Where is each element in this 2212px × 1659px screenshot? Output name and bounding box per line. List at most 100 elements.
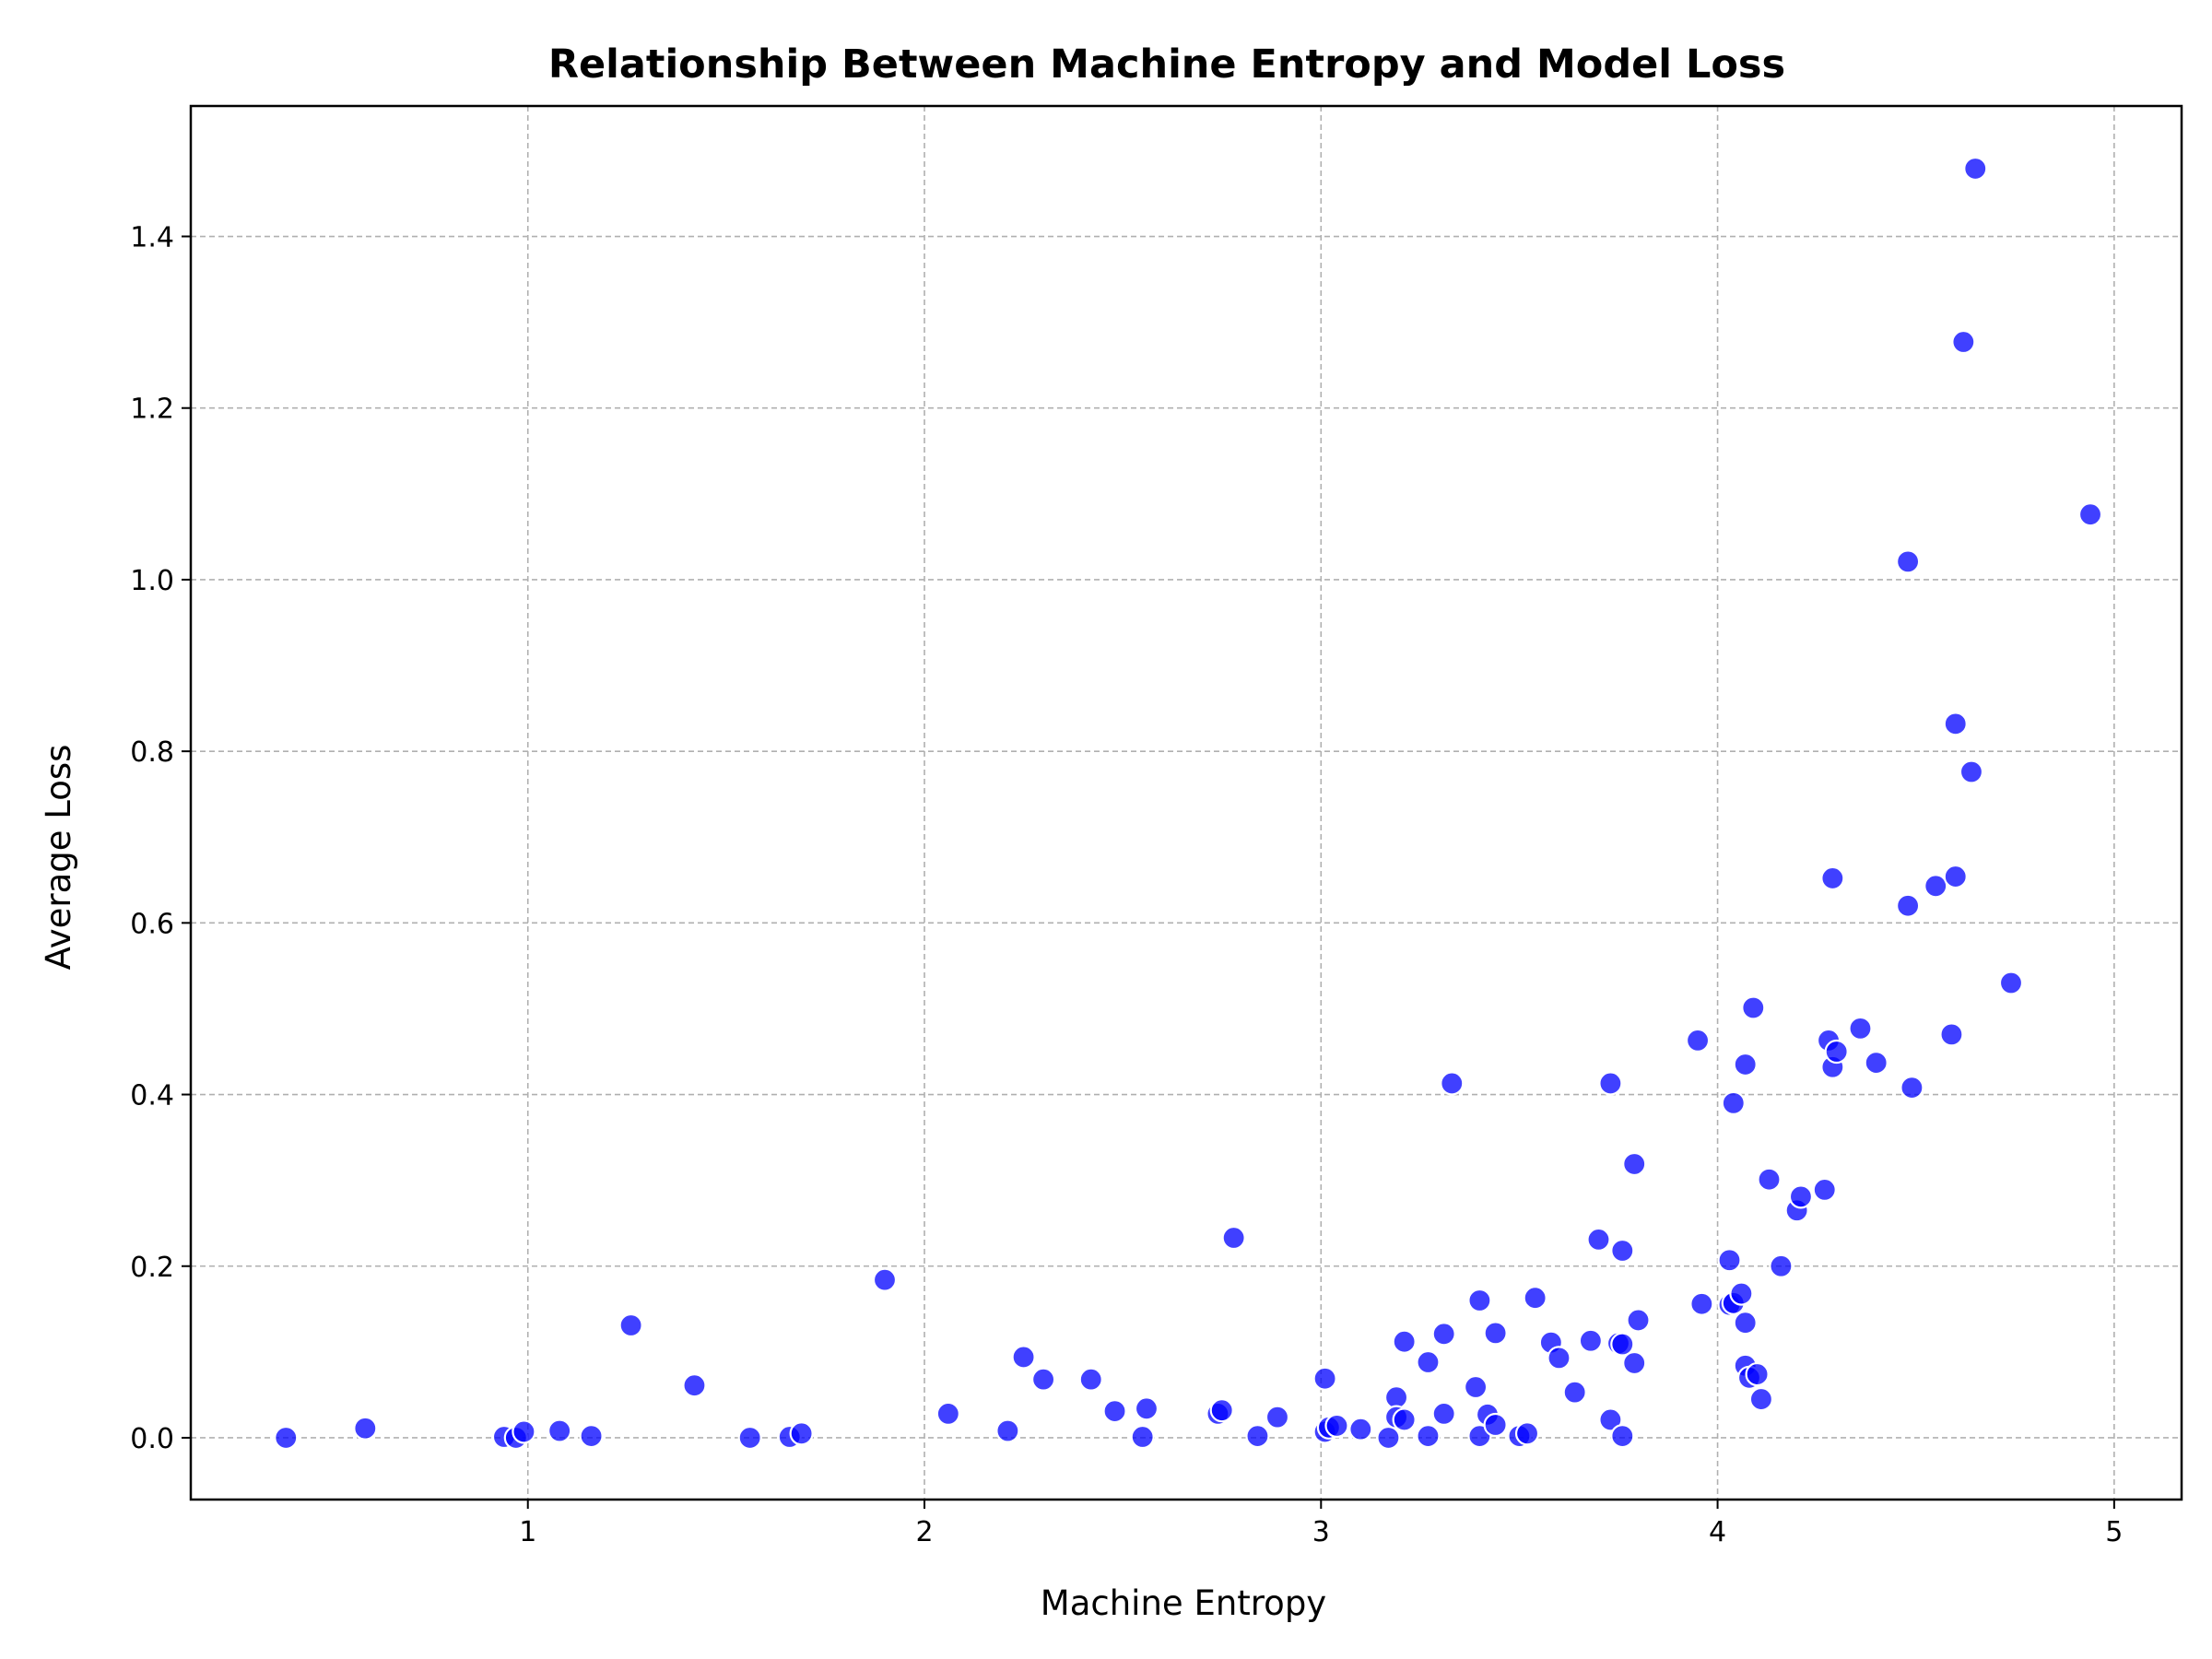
- data-point: [1900, 1076, 1924, 1100]
- data-point: [1610, 1332, 1635, 1357]
- data-point: [682, 1373, 707, 1398]
- data-point: [1416, 1424, 1441, 1449]
- data-point: [1610, 1238, 1635, 1264]
- x-tick-label: 1: [519, 1516, 536, 1548]
- data-point: [274, 1425, 299, 1451]
- y-tick-label: 1.2: [130, 394, 174, 426]
- data-point: [1134, 1396, 1159, 1421]
- data-point: [1392, 1407, 1417, 1432]
- scatter-points: [274, 156, 2103, 1451]
- data-point: [737, 1425, 762, 1451]
- data-point: [1324, 1413, 1349, 1439]
- data-point: [1721, 1090, 1746, 1115]
- data-point: [1586, 1227, 1611, 1252]
- data-point: [789, 1421, 814, 1446]
- data-point: [353, 1416, 378, 1441]
- data-point: [579, 1424, 604, 1449]
- data-point: [1562, 1380, 1587, 1405]
- data-point: [1483, 1321, 1508, 1346]
- data-point: [1864, 1051, 1888, 1076]
- y-tick-label: 0.4: [130, 1080, 174, 1112]
- data-point: [1130, 1424, 1155, 1450]
- data-point: [1812, 1177, 1837, 1202]
- data-point: [1598, 1407, 1623, 1432]
- data-point: [1959, 759, 1984, 784]
- data-point: [1523, 1286, 1547, 1311]
- data-point: [935, 1401, 960, 1426]
- data-point: [1626, 1308, 1651, 1333]
- data-point: [1824, 1039, 1849, 1065]
- data-point: [1998, 971, 2024, 995]
- data-point: [1102, 1399, 1127, 1424]
- data-point: [547, 1418, 572, 1443]
- data-point: [1265, 1405, 1290, 1430]
- data-point: [2077, 502, 2103, 527]
- data-point: [1951, 329, 1976, 355]
- data-point: [1788, 1184, 1814, 1209]
- x-tick-label: 3: [1312, 1516, 1330, 1548]
- data-point: [1483, 1412, 1508, 1438]
- y-tick-label: 0.0: [130, 1423, 174, 1455]
- data-point: [1924, 874, 1948, 899]
- data-point: [1848, 1016, 1873, 1041]
- data-point: [1078, 1367, 1103, 1392]
- y-tick-label: 1.4: [130, 222, 174, 254]
- y-tick-label: 0.6: [130, 908, 174, 940]
- data-point: [1416, 1349, 1441, 1375]
- data-point: [1030, 1367, 1056, 1392]
- data-point: [1769, 1253, 1794, 1278]
- data-point: [1729, 1281, 1754, 1306]
- data-point: [995, 1418, 1020, 1443]
- plot-frame: [189, 104, 2183, 1501]
- chart-title: Relationship Between Machine Entropy and…: [548, 41, 1785, 88]
- data-point: [1011, 1345, 1036, 1370]
- y-tick-label: 0.2: [130, 1252, 174, 1284]
- data-point: [1547, 1346, 1571, 1371]
- data-point: [1741, 995, 1766, 1020]
- data-point: [1376, 1425, 1401, 1451]
- data-point: [512, 1419, 536, 1444]
- data-point: [1467, 1288, 1492, 1313]
- axis-ticks: 1 2 3 4 5 0.0 0.2 0.4 0.6 0.8 1.0 1.2 1.4: [130, 222, 2123, 1548]
- data-point: [1431, 1322, 1456, 1347]
- data-point: [1896, 893, 1921, 918]
- data-point: [1685, 1028, 1711, 1053]
- data-point: [1348, 1417, 1373, 1441]
- data-point: [1622, 1350, 1647, 1376]
- data-point: [1745, 1361, 1770, 1387]
- y-tick-label: 0.8: [130, 736, 174, 769]
- data-point: [1440, 1071, 1465, 1096]
- data-point: [1717, 1248, 1742, 1273]
- data-point: [1748, 1386, 1774, 1412]
- data-point: [1757, 1167, 1782, 1192]
- data-point: [1689, 1291, 1714, 1316]
- data-point: [1943, 712, 1968, 736]
- data-point: [618, 1312, 643, 1338]
- data-point: [1514, 1421, 1540, 1446]
- data-point: [1939, 1022, 1964, 1047]
- data-point: [1963, 156, 1988, 182]
- data-point: [1943, 864, 1968, 889]
- data-point: [1221, 1225, 1246, 1251]
- data-point: [1733, 1311, 1758, 1335]
- data-point: [1245, 1424, 1270, 1449]
- data-point: [1820, 865, 1845, 891]
- data-point: [1464, 1374, 1488, 1400]
- data-point: [1312, 1366, 1337, 1391]
- data-point: [1610, 1424, 1635, 1449]
- grid: [191, 106, 2182, 1500]
- y-axis-label: Average Loss: [39, 745, 78, 971]
- data-point: [1392, 1329, 1417, 1354]
- data-point: [1598, 1071, 1623, 1096]
- data-point: [1209, 1398, 1234, 1423]
- data-point: [1733, 1052, 1758, 1077]
- x-axis-label: Machine Entropy: [1041, 1583, 1326, 1623]
- data-point: [1622, 1151, 1647, 1177]
- x-tick-label: 2: [915, 1516, 933, 1548]
- y-tick-label: 1.0: [130, 565, 174, 597]
- data-point: [1431, 1401, 1456, 1426]
- data-point: [872, 1267, 898, 1292]
- x-tick-label: 4: [1709, 1516, 1726, 1548]
